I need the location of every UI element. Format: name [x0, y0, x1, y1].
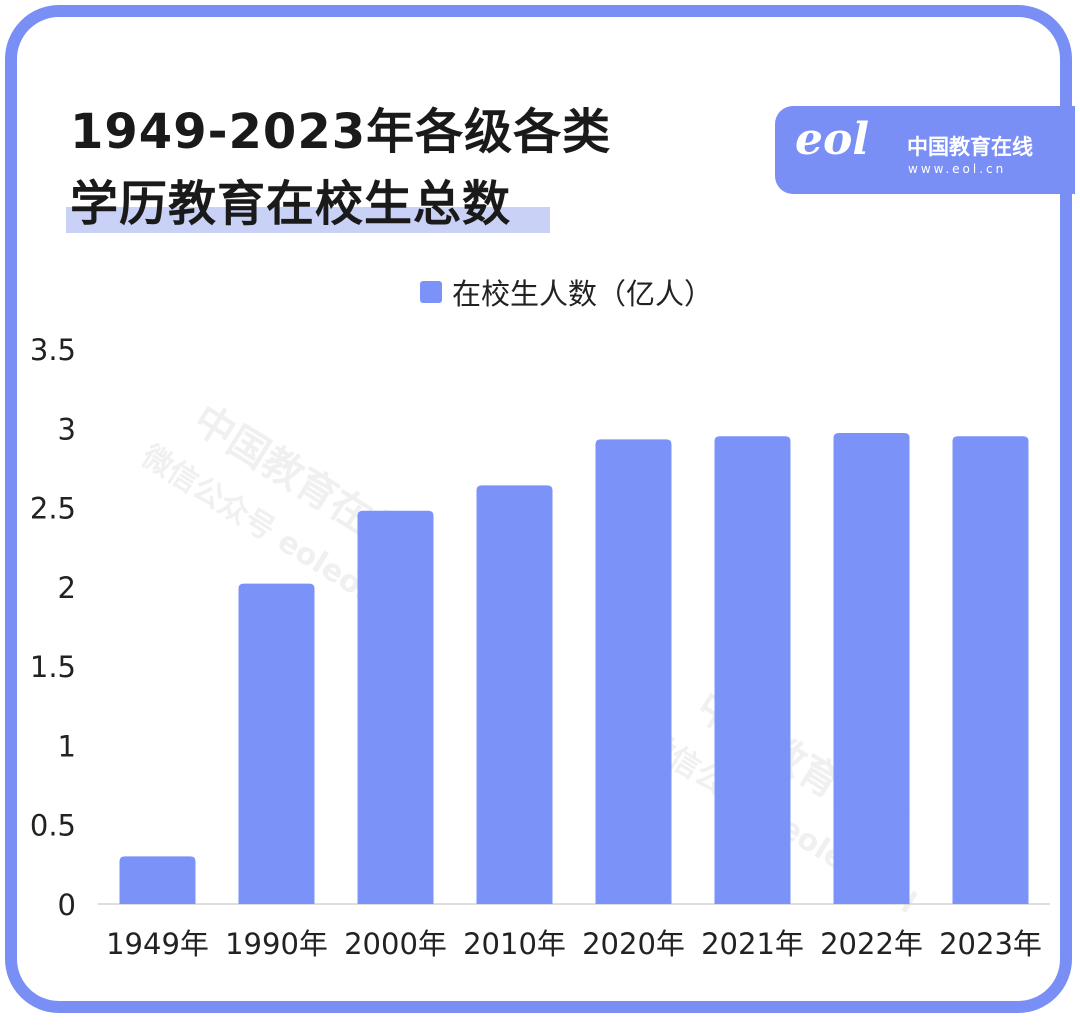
x-tick-label: 1949年 [106, 927, 209, 961]
y-tick-label: 0 [58, 888, 76, 922]
bar [238, 583, 315, 904]
bar [119, 856, 196, 904]
bar [952, 436, 1029, 904]
y-tick-label: 3.5 [30, 333, 76, 367]
bar [833, 433, 910, 904]
y-tick-label: 1.5 [30, 650, 76, 684]
y-tick-label: 2.5 [30, 492, 76, 526]
x-tick-label: 2021年 [701, 927, 804, 961]
title-highlight [66, 207, 550, 233]
legend-label: 在校生人数（亿人） [452, 277, 714, 311]
y-tick-label: 2 [58, 571, 76, 605]
legend-swatch [420, 281, 442, 303]
y-tick-label: 1 [58, 729, 76, 763]
chart-title-line-2: 学历教育在校生总数 [70, 176, 512, 232]
y-tick-label: 3 [58, 412, 76, 446]
brand-name: 中国教育在线 [907, 135, 1033, 159]
bar [714, 436, 791, 904]
brand-badge [775, 106, 1075, 194]
chart-legend: 在校生人数（亿人） [420, 272, 713, 312]
y-tick-label: 0.5 [30, 809, 76, 843]
x-tick-label: 1990年 [225, 927, 328, 961]
eol-logo-icon: eol [795, 114, 870, 165]
x-tick-label: 2022年 [820, 927, 923, 961]
brand-url: www.eol.cn [908, 162, 1007, 176]
x-tick-label: 2010年 [463, 927, 566, 961]
chart-title-line-1: 1949-2023年各级各类 [70, 104, 612, 160]
x-tick-label: 2020年 [582, 927, 685, 961]
x-tick-label: 2023年 [939, 927, 1042, 961]
bar [357, 510, 434, 904]
bar [595, 439, 672, 904]
bar [476, 485, 553, 904]
x-tick-label: 2000年 [344, 927, 447, 961]
